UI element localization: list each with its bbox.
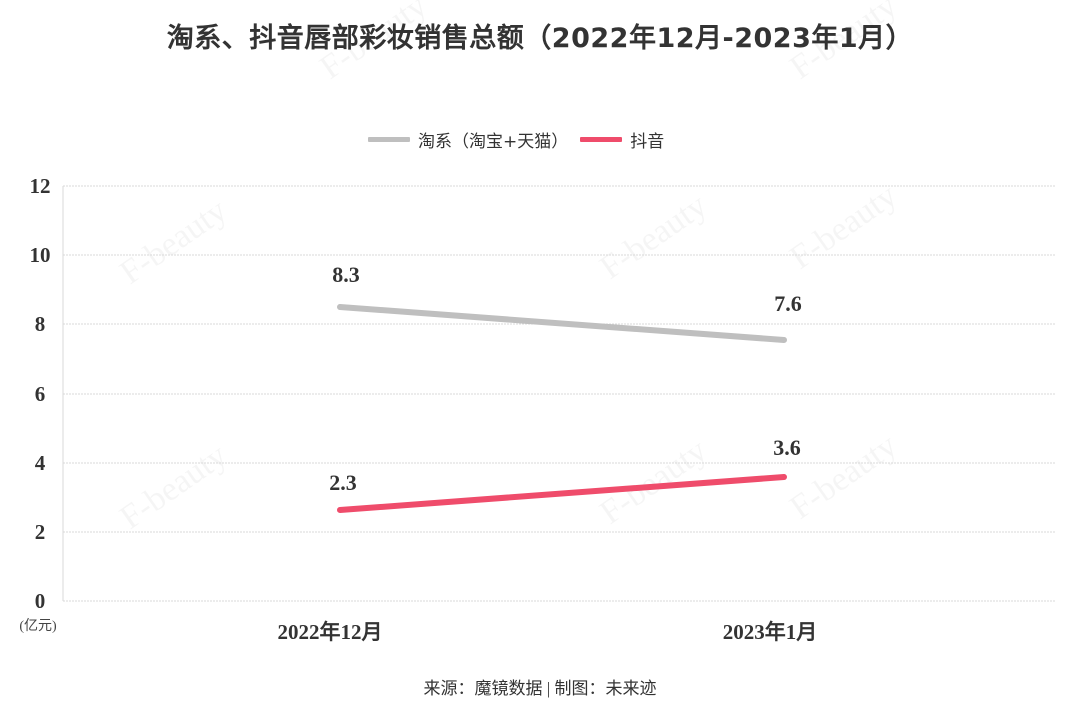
svg-text:F-beauty: F-beauty xyxy=(113,192,233,292)
chart-title: 淘系、抖音唇部彩妆销售总额（2022年12月-2023年1月） xyxy=(166,23,914,54)
svg-text:F-beauty: F-beauty xyxy=(783,427,903,527)
legend: 淘系（淘宝+天猫） 抖音 xyxy=(368,127,676,152)
x-tick: 2023年1月 xyxy=(723,620,818,644)
y-tick: 2 xyxy=(35,520,46,544)
svg-text:F-beauty: F-beauty xyxy=(313,0,433,87)
legend-item-taoxi: 淘系（淘宝+天猫） xyxy=(368,127,568,152)
y-tick: 6 xyxy=(35,382,46,406)
y-tick: 8 xyxy=(35,312,46,336)
x-tick: 2022年12月 xyxy=(278,620,383,644)
legend-swatch-taoxi xyxy=(368,137,410,142)
legend-swatch-douyin xyxy=(580,137,623,142)
y-tick: 12 xyxy=(30,174,51,198)
svg-text:F-beauty: F-beauty xyxy=(783,177,903,277)
x-axis-ticks: 2022年12月 2023年1月 xyxy=(278,620,818,644)
legend-item-douyin: 抖音 xyxy=(580,127,664,152)
data-label-douyin: 3.6 xyxy=(773,435,801,460)
data-labels: 8.3 7.6 2.3 3.6 xyxy=(329,262,802,495)
series-line-taoxi xyxy=(337,304,787,343)
svg-text:F-beauty: F-beauty xyxy=(783,0,903,87)
legend-label-taoxi: 淘系（淘宝+天猫） xyxy=(418,132,569,152)
y-tick: 4 xyxy=(35,451,46,475)
legend-label-douyin: 抖音 xyxy=(630,132,665,152)
svg-text:F-beauty: F-beauty xyxy=(593,187,713,287)
y-tick: 10 xyxy=(30,243,51,267)
data-label-douyin: 2.3 xyxy=(329,470,357,495)
source-note: 来源：魔镜数据 | 制图：未来迹 xyxy=(423,679,657,698)
gridlines xyxy=(63,185,1056,602)
data-label-taoxi: 8.3 xyxy=(332,262,360,287)
series-line-douyin xyxy=(337,474,787,513)
svg-text:F-beauty: F-beauty xyxy=(113,437,233,537)
y-axis-ticks: 12 10 8 6 4 2 0 (亿元) xyxy=(19,174,57,634)
y-unit-label: (亿元) xyxy=(19,618,57,634)
data-label-taoxi: 7.6 xyxy=(774,291,802,316)
y-tick: 0 xyxy=(35,589,46,613)
